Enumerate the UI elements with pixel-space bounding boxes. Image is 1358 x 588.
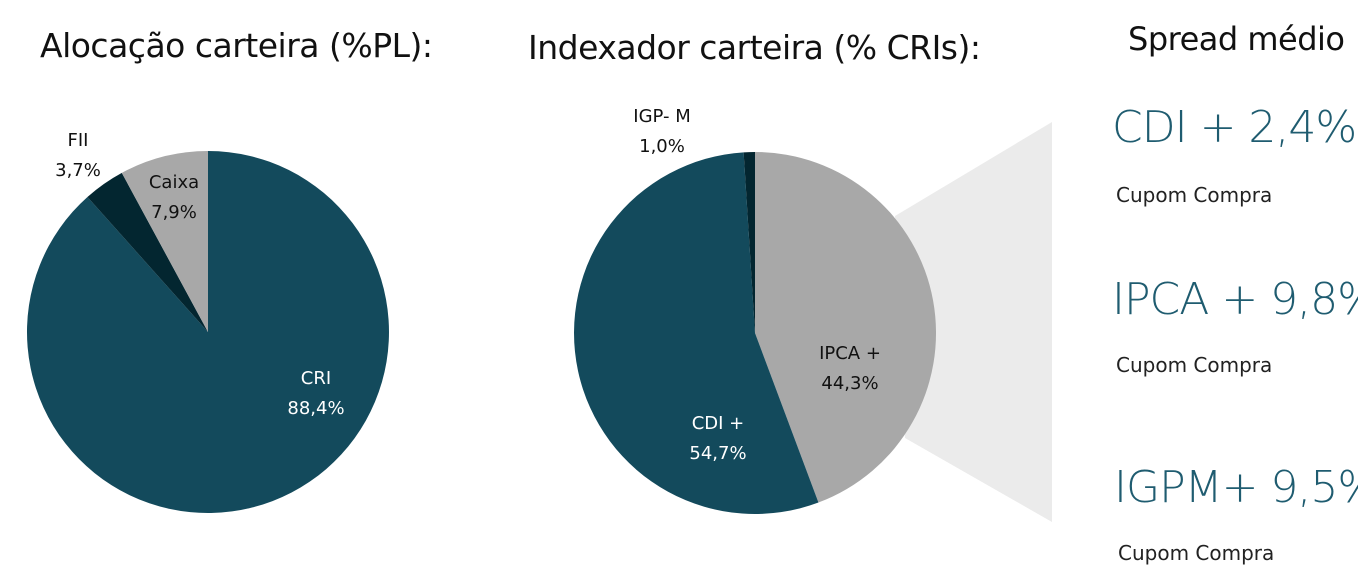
slice-value-ipca: 44,3%	[821, 373, 878, 394]
allocation-pie: CRI 88,4% FII 3,7% Caixa 7,9%	[26, 130, 389, 513]
spread-callout-wedge	[895, 122, 1052, 522]
pie-slice-fii	[87, 172, 208, 332]
spread-ipca-note: Cupom Compra	[1116, 353, 1273, 377]
spread-ipca-value: IPCA + 9,8%	[1112, 274, 1358, 325]
slice-label-ipca: IPCA +	[819, 343, 881, 364]
spread-title: Spread médio	[1128, 20, 1345, 58]
slice-value-cri: 88,4%	[287, 398, 344, 419]
pie-slice-cdi	[574, 152, 819, 515]
spread-cdi-value: CDI + 2,4%	[1112, 102, 1357, 153]
slice-label-fii: FII	[68, 130, 89, 151]
slice-value-caixa: 7,9%	[151, 202, 197, 223]
slice-value-cdi: 54,7%	[689, 443, 746, 464]
allocation-chart-title: Alocação carteira (%PL):	[40, 26, 433, 65]
spread-igpm-value: IGPM+ 9,5%	[1114, 462, 1358, 513]
spread-cdi-note: Cupom Compra	[1116, 183, 1273, 207]
slice-value-fii: 3,7%	[55, 160, 101, 181]
spread-igpm-note: Cupom Compra	[1118, 541, 1275, 565]
slice-label-cri: CRI	[301, 368, 331, 389]
pie-slice-ipca	[755, 152, 937, 503]
indexer-chart-title: Indexador carteira (% CRIs):	[528, 28, 981, 67]
slice-label-igp-m: IGP- M	[633, 106, 690, 127]
slice-label-cdi: CDI +	[692, 413, 745, 434]
slice-value-igp-m: 1,0%	[639, 136, 685, 157]
pie-slice-igp-m	[743, 152, 755, 333]
pie-slice-cri	[26, 151, 389, 513]
indexer-pie: IPCA + 44,3% CDI + 54,7% IGP- M 1,0%	[574, 106, 937, 515]
slice-label-caixa: Caixa	[149, 172, 199, 193]
pie-slice-caixa	[121, 151, 208, 332]
